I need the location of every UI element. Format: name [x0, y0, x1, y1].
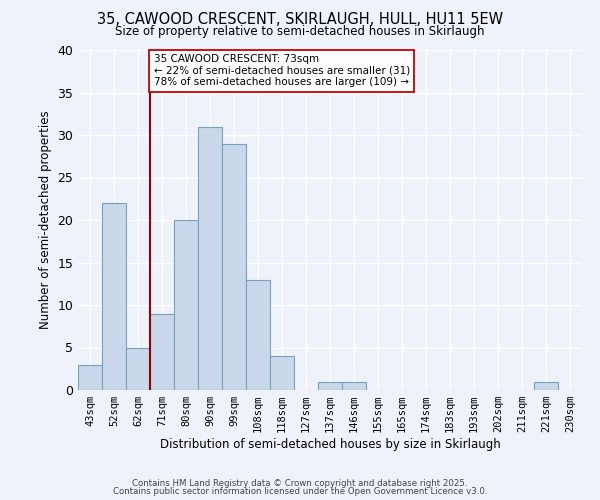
Bar: [318, 382, 342, 390]
Bar: [150, 314, 174, 390]
Text: 35 CAWOOD CRESCENT: 73sqm
← 22% of semi-detached houses are smaller (31)
78% of : 35 CAWOOD CRESCENT: 73sqm ← 22% of semi-…: [154, 54, 410, 88]
Bar: [222, 144, 246, 390]
Bar: [534, 382, 558, 390]
Text: Size of property relative to semi-detached houses in Skirlaugh: Size of property relative to semi-detach…: [115, 25, 485, 38]
Bar: [246, 280, 270, 390]
Bar: [126, 348, 150, 390]
Text: 35, CAWOOD CRESCENT, SKIRLAUGH, HULL, HU11 5EW: 35, CAWOOD CRESCENT, SKIRLAUGH, HULL, HU…: [97, 12, 503, 28]
Bar: [102, 203, 126, 390]
Bar: [342, 382, 366, 390]
Bar: [270, 356, 294, 390]
Y-axis label: Number of semi-detached properties: Number of semi-detached properties: [39, 110, 52, 330]
Bar: [174, 220, 198, 390]
Bar: [198, 126, 222, 390]
Bar: [78, 364, 102, 390]
X-axis label: Distribution of semi-detached houses by size in Skirlaugh: Distribution of semi-detached houses by …: [160, 438, 500, 451]
Text: Contains HM Land Registry data © Crown copyright and database right 2025.: Contains HM Land Registry data © Crown c…: [132, 478, 468, 488]
Text: Contains public sector information licensed under the Open Government Licence v3: Contains public sector information licen…: [113, 487, 487, 496]
